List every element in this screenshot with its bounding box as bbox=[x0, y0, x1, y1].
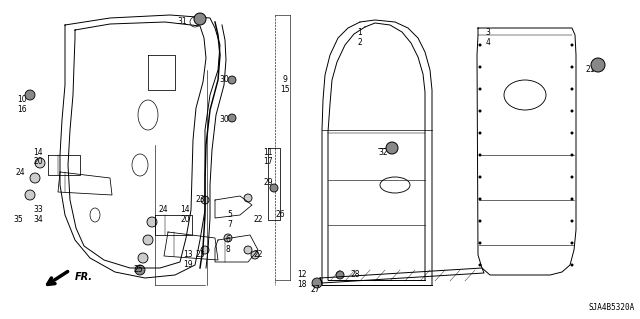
Circle shape bbox=[479, 241, 481, 244]
Circle shape bbox=[479, 87, 481, 91]
Circle shape bbox=[570, 87, 573, 91]
Text: 33: 33 bbox=[33, 205, 43, 214]
Text: 12: 12 bbox=[297, 270, 307, 279]
Circle shape bbox=[479, 175, 481, 179]
Circle shape bbox=[25, 190, 35, 200]
Text: 20: 20 bbox=[180, 215, 190, 224]
Text: 30: 30 bbox=[219, 115, 229, 124]
Text: 27: 27 bbox=[310, 285, 320, 294]
Text: 11: 11 bbox=[263, 148, 273, 157]
Text: 5: 5 bbox=[228, 210, 232, 219]
Text: 13: 13 bbox=[183, 250, 193, 259]
Text: 23: 23 bbox=[195, 250, 205, 259]
Text: SJA4B5320A: SJA4B5320A bbox=[589, 303, 635, 312]
Text: 18: 18 bbox=[297, 280, 307, 289]
Text: 28: 28 bbox=[350, 270, 360, 279]
Circle shape bbox=[479, 197, 481, 201]
Circle shape bbox=[570, 241, 573, 244]
Text: 9: 9 bbox=[283, 75, 287, 84]
Text: 24: 24 bbox=[158, 205, 168, 214]
Text: 17: 17 bbox=[263, 157, 273, 166]
Circle shape bbox=[251, 251, 259, 259]
Circle shape bbox=[479, 153, 481, 157]
Text: 8: 8 bbox=[226, 245, 230, 254]
Circle shape bbox=[228, 114, 236, 122]
Text: 10: 10 bbox=[17, 95, 27, 104]
Circle shape bbox=[570, 109, 573, 113]
Circle shape bbox=[479, 219, 481, 222]
Text: 32: 32 bbox=[378, 148, 388, 157]
Text: 31: 31 bbox=[177, 17, 187, 26]
Text: 15: 15 bbox=[280, 85, 290, 94]
Circle shape bbox=[570, 175, 573, 179]
Circle shape bbox=[570, 43, 573, 47]
Text: 22: 22 bbox=[253, 215, 263, 224]
Circle shape bbox=[194, 13, 206, 25]
Text: 35: 35 bbox=[13, 215, 23, 224]
Circle shape bbox=[270, 184, 278, 192]
Text: 1: 1 bbox=[358, 28, 362, 37]
Text: 14: 14 bbox=[33, 148, 43, 157]
Circle shape bbox=[479, 109, 481, 113]
Text: 30: 30 bbox=[219, 75, 229, 84]
Circle shape bbox=[591, 58, 605, 72]
Text: 26: 26 bbox=[275, 210, 285, 219]
Text: 16: 16 bbox=[17, 105, 27, 114]
Text: 23: 23 bbox=[195, 195, 205, 204]
Circle shape bbox=[312, 278, 322, 288]
Circle shape bbox=[147, 217, 157, 227]
Circle shape bbox=[201, 246, 209, 254]
Circle shape bbox=[135, 265, 145, 275]
Circle shape bbox=[570, 197, 573, 201]
Circle shape bbox=[25, 90, 35, 100]
Text: 20: 20 bbox=[33, 157, 43, 166]
Circle shape bbox=[336, 271, 344, 279]
Circle shape bbox=[570, 131, 573, 135]
Circle shape bbox=[570, 263, 573, 266]
Text: 7: 7 bbox=[228, 220, 232, 229]
Circle shape bbox=[224, 234, 232, 242]
Text: 19: 19 bbox=[183, 260, 193, 269]
Text: 34: 34 bbox=[33, 215, 43, 224]
Circle shape bbox=[244, 194, 252, 202]
Circle shape bbox=[143, 235, 153, 245]
Circle shape bbox=[35, 158, 45, 168]
Text: 24: 24 bbox=[15, 168, 25, 177]
Circle shape bbox=[479, 65, 481, 69]
Circle shape bbox=[479, 43, 481, 47]
Text: 2: 2 bbox=[358, 38, 362, 47]
Text: 21: 21 bbox=[585, 65, 595, 74]
Circle shape bbox=[138, 253, 148, 263]
Circle shape bbox=[228, 76, 236, 84]
Text: 4: 4 bbox=[486, 38, 490, 47]
Text: 6: 6 bbox=[225, 235, 230, 244]
Circle shape bbox=[570, 219, 573, 222]
Text: 25: 25 bbox=[133, 265, 143, 274]
Circle shape bbox=[244, 246, 252, 254]
Circle shape bbox=[479, 131, 481, 135]
Circle shape bbox=[570, 65, 573, 69]
Circle shape bbox=[386, 142, 398, 154]
Circle shape bbox=[570, 153, 573, 157]
Text: 14: 14 bbox=[180, 205, 190, 214]
Text: 22: 22 bbox=[253, 250, 263, 259]
Circle shape bbox=[479, 263, 481, 266]
Circle shape bbox=[201, 196, 209, 204]
Text: 3: 3 bbox=[486, 28, 490, 37]
Circle shape bbox=[30, 173, 40, 183]
Text: FR.: FR. bbox=[75, 272, 93, 282]
Text: 29: 29 bbox=[263, 178, 273, 187]
